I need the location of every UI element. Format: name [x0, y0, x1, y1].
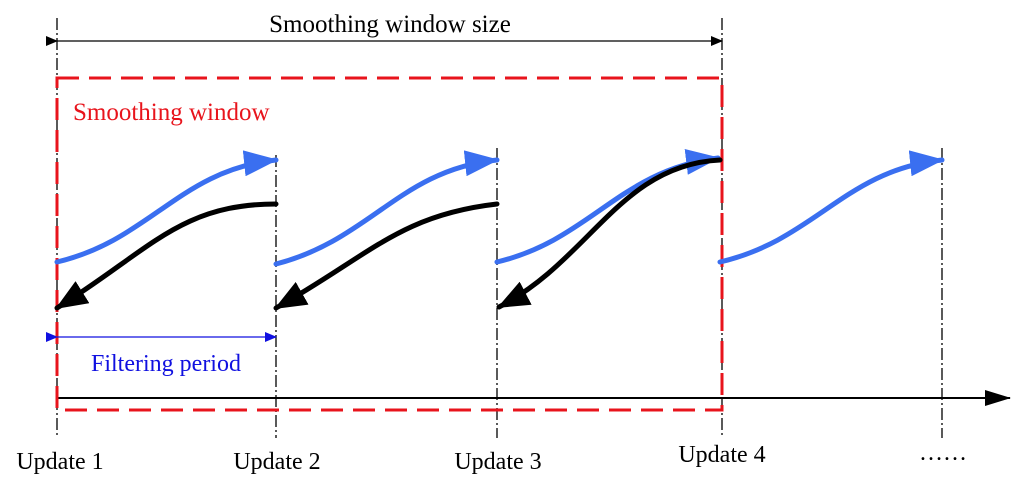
ellipsis-label: ……: [919, 440, 967, 466]
update-2-label: Update 2: [233, 449, 320, 475]
smoothing-window-box: [55, 76, 724, 412]
smoothing-window-label: Smoothing window: [73, 99, 270, 126]
window-size-title: Smoothing window size: [269, 11, 511, 38]
forward-arrow-1: [54, 150, 279, 265]
backward-arrow-3: [496, 157, 723, 310]
update-3-label: Update 3: [454, 449, 541, 475]
filtering-period-label: Filtering period: [91, 351, 241, 377]
forward-arrow-2: [273, 150, 500, 267]
backward-arrow-1: [54, 201, 279, 311]
update-4-label: Update 4: [678, 442, 765, 468]
update-1-label: Update 1: [16, 449, 103, 475]
forward-arrow-4: [717, 150, 945, 265]
backward-arrow-2: [273, 201, 500, 311]
forward-arrow-3: [494, 149, 721, 265]
